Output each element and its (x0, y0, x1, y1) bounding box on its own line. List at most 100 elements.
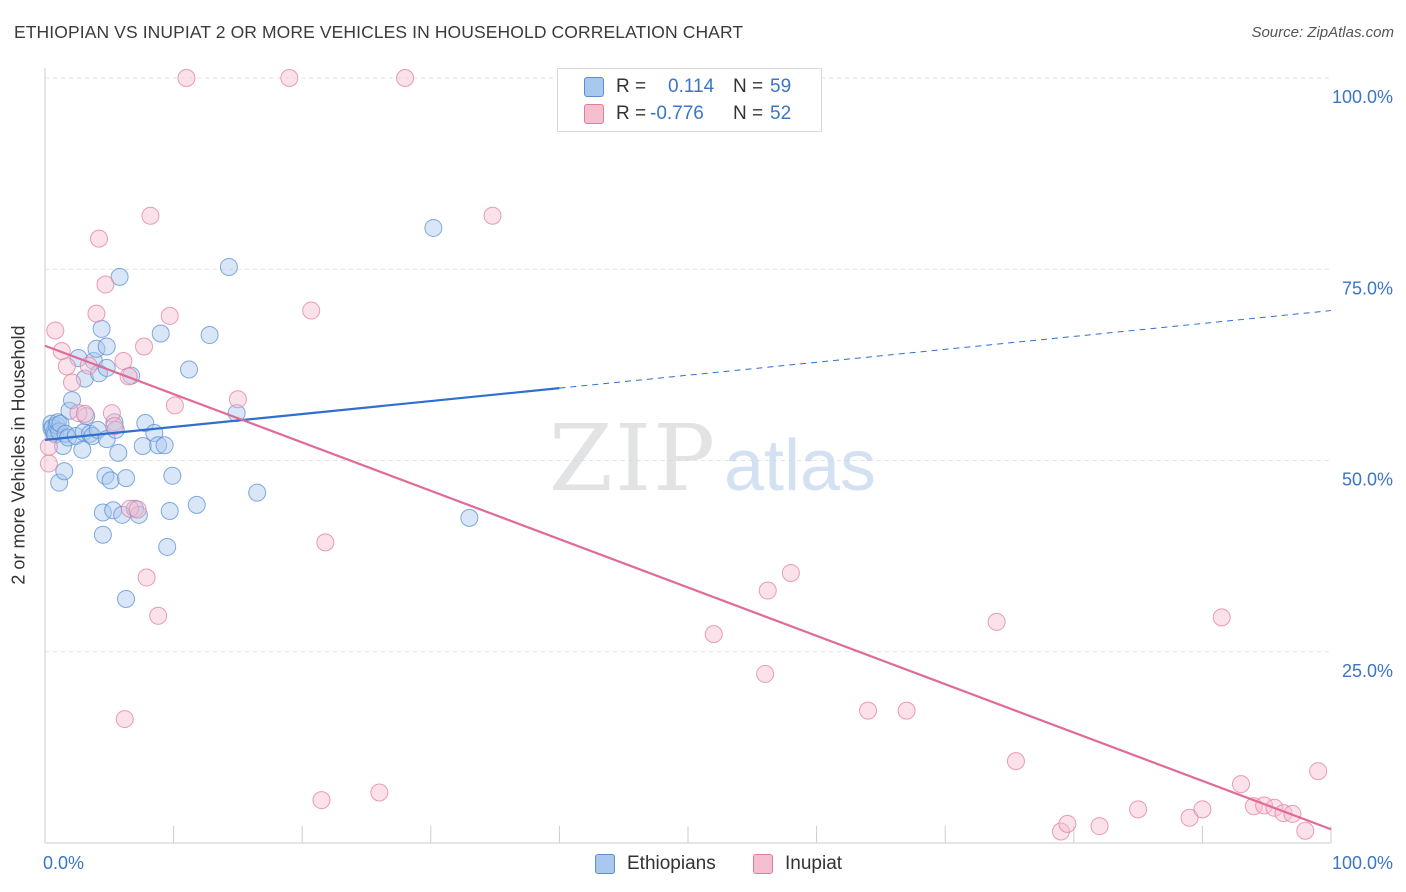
point-ethiopians (155, 436, 174, 455)
point-ethiopians (117, 589, 136, 608)
point-inupiat (115, 710, 134, 729)
source-attribution: Source: ZipAtlas.com (1251, 24, 1394, 41)
point-ethiopians (51, 414, 70, 433)
point-ethiopians (97, 337, 116, 356)
trend-line-inupiat (44, 344, 1332, 831)
legend-label-ethiopians: Ethiopians (627, 853, 716, 874)
legend-n-value: 59 (770, 76, 792, 97)
point-ethiopians (110, 267, 129, 286)
point-inupiat (1051, 822, 1070, 841)
legend-n-value: 52 (770, 103, 792, 124)
point-ethiopians (200, 326, 219, 345)
point-inupiat (1193, 800, 1212, 819)
legend-swatch-ethiopians (595, 854, 615, 874)
point-inupiat (1090, 817, 1109, 836)
point-ethiopians (55, 462, 74, 481)
point-inupiat (63, 373, 82, 392)
point-inupiat (312, 791, 331, 810)
point-inupiat (87, 304, 106, 323)
point-inupiat (1309, 762, 1328, 781)
point-ethiopians (460, 508, 479, 527)
point-ethiopians (93, 525, 112, 544)
point-ethiopians (151, 324, 170, 343)
trend-line-extension-ethiopians (559, 310, 1332, 389)
watermark-atlas: atlas (724, 426, 876, 506)
point-ethiopians (187, 495, 206, 514)
correlation-legend: R = 0.114 N = 59 R = -0.776 N = 52 (557, 68, 822, 132)
legend-row-ethiopians: R = 0.114 N = 59 (558, 74, 821, 100)
point-inupiat (149, 606, 168, 625)
x-tick-label: 0.0% (43, 853, 84, 873)
point-inupiat (57, 357, 76, 376)
y-tick-label: 25.0% (1342, 661, 1393, 681)
point-inupiat (302, 301, 321, 320)
point-inupiat (1212, 608, 1231, 627)
legend-n-label: N = (733, 103, 764, 124)
point-inupiat (177, 69, 196, 87)
point-inupiat (859, 701, 878, 720)
chart-title: ETHIOPIAN VS INUPIAT 2 OR MORE VEHICLES … (14, 22, 744, 42)
point-inupiat (370, 783, 389, 802)
point-inupiat (120, 499, 139, 518)
y-tick-label: 75.0% (1342, 278, 1393, 298)
legend-swatch-inupiat (753, 854, 773, 874)
point-inupiat (316, 533, 335, 552)
point-inupiat (141, 206, 160, 225)
point-inupiat (1058, 814, 1077, 833)
legend-r-label: R = (616, 103, 647, 124)
point-ethiopians (160, 501, 179, 520)
x-tick-labels: 0.0% 100.0% (43, 853, 1393, 873)
watermark-zip: ZIP (549, 405, 717, 512)
point-inupiat (160, 306, 179, 325)
legend-swatch-ethiopians (584, 77, 604, 97)
point-inupiat (90, 229, 109, 248)
point-inupiat (987, 612, 1006, 631)
point-ethiopians (149, 436, 168, 455)
point-inupiat (69, 404, 88, 423)
point-inupiat (396, 69, 415, 87)
point-ethiopians (73, 440, 92, 459)
point-inupiat (135, 337, 154, 356)
point-ethiopians (101, 471, 120, 490)
legend-r-value: 0.114 (668, 76, 715, 97)
point-ethiopians (133, 436, 152, 455)
watermark: ZIP atlas (549, 405, 876, 512)
point-ethiopians (424, 218, 443, 237)
point-inupiat (483, 206, 502, 225)
data-points (39, 69, 1328, 841)
legend-swatch-inupiat (584, 104, 604, 124)
point-inupiat (39, 437, 58, 456)
y-tick-labels: 100.0% 75.0% 50.0% 25.0% (1332, 87, 1393, 681)
point-inupiat (756, 664, 775, 683)
point-inupiat (1129, 800, 1148, 819)
point-inupiat (105, 417, 124, 436)
point-inupiat (137, 568, 156, 587)
gridlines (45, 77, 1331, 653)
point-ethiopians (109, 443, 128, 462)
point-inupiat (758, 581, 777, 600)
legend-r-value: -0.776 (650, 103, 704, 124)
point-inupiat (46, 321, 65, 340)
point-inupiat (114, 352, 133, 371)
point-inupiat (75, 404, 94, 423)
point-ethiopians (163, 466, 182, 485)
y-axis-label: 2 or more Vehicles in Household (8, 325, 29, 585)
point-ethiopians (92, 319, 111, 338)
point-inupiat (1296, 821, 1315, 840)
point-inupiat (39, 454, 58, 473)
point-ethiopians (136, 414, 155, 433)
x-tick-label: 100.0% (1332, 853, 1393, 873)
point-ethiopians (219, 257, 238, 276)
point-inupiat (280, 69, 299, 87)
legend-r-label: R = (616, 76, 647, 97)
point-ethiopians (117, 469, 136, 488)
legend-n-label: N = (733, 76, 764, 97)
point-inupiat (1006, 752, 1025, 771)
legend-row-inupiat: R = -0.776 N = 52 (558, 101, 821, 127)
trend-lines (44, 310, 1332, 831)
point-inupiat (1231, 775, 1250, 794)
trend-line-ethiopians (44, 387, 560, 441)
point-inupiat (96, 275, 115, 294)
point-ethiopians (248, 483, 267, 502)
